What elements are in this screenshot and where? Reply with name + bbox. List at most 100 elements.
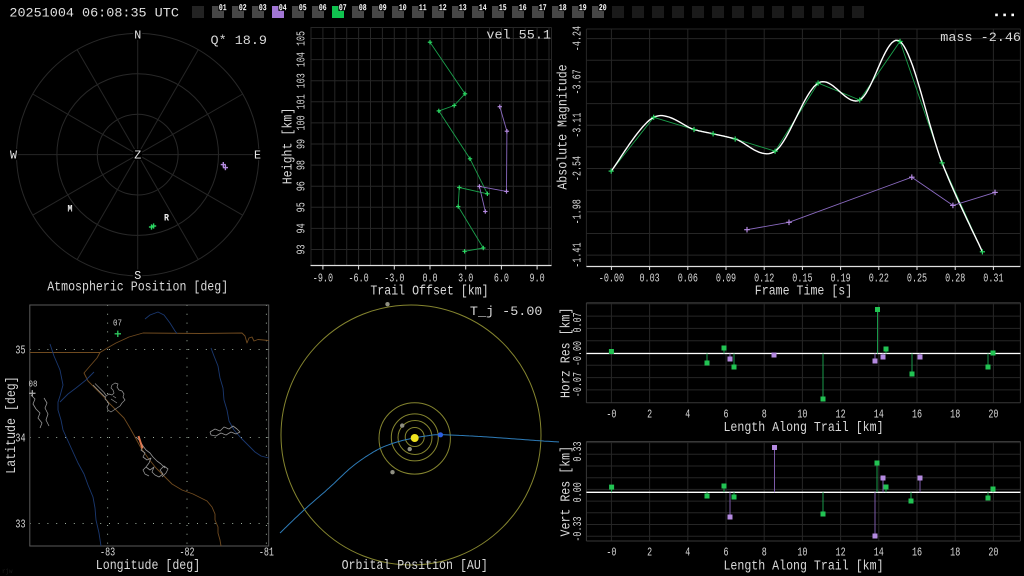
svg-text:14: 14 — [874, 546, 884, 560]
svg-text:0.00: 0.00 — [571, 482, 585, 502]
svg-text:17: 17 — [539, 3, 547, 13]
svg-text:Orbital Position [AU]: Orbital Position [AU] — [342, 558, 488, 574]
svg-text:10: 10 — [797, 408, 807, 422]
svg-text:Frame Time [s]: Frame Time [s] — [755, 284, 852, 300]
svg-text:04: 04 — [279, 3, 287, 13]
svg-text:03: 03 — [259, 3, 267, 13]
svg-text:0.06: 0.06 — [678, 272, 698, 286]
svg-text:-3.67: -3.67 — [571, 69, 585, 94]
svg-text:94: 94 — [295, 223, 309, 233]
svg-text:0.25: 0.25 — [907, 272, 927, 286]
svg-text:0.07: 0.07 — [571, 312, 585, 332]
svg-text:-0.00: -0.00 — [599, 272, 624, 286]
svg-text:Length Along Trail [km]: Length Along Trail [km] — [723, 420, 883, 436]
svg-text:34: 34 — [15, 432, 25, 446]
svg-text:0.22: 0.22 — [869, 272, 889, 286]
svg-text:0.15: 0.15 — [792, 272, 812, 286]
svg-text:12: 12 — [836, 546, 846, 560]
svg-text:2: 2 — [647, 546, 652, 560]
svg-text:0.09: 0.09 — [716, 272, 736, 286]
svg-text:4: 4 — [685, 546, 690, 560]
svg-text:-1.41: -1.41 — [571, 242, 585, 267]
svg-text:8: 8 — [762, 546, 767, 560]
svg-text:12: 12 — [836, 408, 846, 422]
svg-text:105: 105 — [295, 31, 309, 46]
svg-text:-9.0: -9.0 — [313, 272, 333, 286]
svg-text:-0: -0 — [606, 546, 616, 560]
svg-text:-3.11: -3.11 — [571, 113, 585, 138]
svg-text:-2.54: -2.54 — [571, 156, 585, 181]
svg-text:0.19: 0.19 — [831, 272, 851, 286]
svg-text:-3.0: -3.0 — [384, 272, 404, 286]
svg-text:vel 55.1: vel 55.1 — [486, 27, 551, 42]
svg-text:Trail Offset [km]: Trail Offset [km] — [370, 284, 488, 300]
svg-text:6: 6 — [724, 546, 729, 560]
svg-text:93: 93 — [295, 244, 309, 254]
svg-text:9.0: 9.0 — [530, 272, 545, 286]
svg-text:W: W — [10, 148, 18, 162]
svg-text:N: N — [134, 28, 141, 42]
svg-text:20: 20 — [988, 408, 998, 422]
svg-text:16: 16 — [519, 3, 527, 13]
svg-text:14: 14 — [479, 3, 487, 13]
svg-text:-6.0: -6.0 — [349, 272, 369, 286]
svg-text:104: 104 — [295, 52, 309, 67]
svg-text:T_j -5.00: T_j -5.00 — [470, 304, 543, 319]
svg-text:6: 6 — [724, 408, 729, 422]
svg-text:98: 98 — [295, 160, 309, 170]
svg-text:6.0: 6.0 — [494, 272, 509, 286]
svg-text:18: 18 — [950, 546, 960, 560]
svg-text:Atmospheric Position [deg]: Atmospheric Position [deg] — [47, 280, 228, 296]
svg-text:08: 08 — [29, 380, 38, 390]
svg-text:4: 4 — [685, 408, 690, 422]
svg-text:Z: Z — [134, 148, 141, 162]
svg-text:11: 11 — [419, 3, 427, 13]
svg-text:08: 08 — [359, 3, 367, 13]
svg-text:13: 13 — [459, 3, 467, 13]
svg-text:-0.07: -0.07 — [571, 372, 585, 397]
svg-text:09: 09 — [379, 3, 387, 13]
svg-text:19: 19 — [579, 3, 587, 13]
svg-text:E: E — [254, 148, 261, 162]
svg-text:01: 01 — [219, 3, 227, 13]
svg-text:95: 95 — [295, 202, 309, 212]
svg-text:0.03: 0.03 — [640, 272, 660, 286]
svg-text:20: 20 — [599, 3, 607, 13]
svg-text:16: 16 — [912, 546, 922, 560]
svg-text:18: 18 — [559, 3, 567, 13]
svg-text:33: 33 — [15, 518, 25, 532]
svg-text:M: M — [68, 205, 73, 216]
svg-text:15: 15 — [499, 3, 507, 13]
svg-text:0.28: 0.28 — [945, 272, 965, 286]
svg-text:Q* 18.9: Q* 18.9 — [211, 33, 268, 48]
svg-text:99: 99 — [295, 139, 309, 149]
svg-text:Horz Res [km]: Horz Res [km] — [559, 308, 575, 399]
svg-text:-0.00: -0.00 — [571, 341, 585, 366]
svg-text:-1.98: -1.98 — [571, 199, 585, 224]
svg-text:96: 96 — [295, 181, 309, 191]
svg-text:Latitude [deg]: Latitude [deg] — [4, 376, 20, 473]
svg-text:Longitude [deg]: Longitude [deg] — [96, 558, 200, 574]
svg-text:12: 12 — [439, 3, 447, 13]
svg-text:-4.24: -4.24 — [571, 26, 585, 51]
svg-text:100: 100 — [295, 115, 309, 130]
svg-text:20: 20 — [988, 546, 998, 560]
svg-text:Length Along Trail [km]: Length Along Trail [km] — [723, 559, 883, 575]
svg-text:-82: -82 — [179, 546, 194, 560]
svg-text:mass -2.46: mass -2.46 — [940, 30, 1021, 45]
svg-text:-83: -83 — [100, 546, 115, 560]
svg-text:Vert Res [km]: Vert Res [km] — [559, 446, 575, 537]
svg-text:Absolute Magnitude: Absolute Magnitude — [556, 64, 572, 189]
svg-text:R: R — [164, 214, 169, 225]
svg-text:-81: -81 — [259, 546, 274, 560]
svg-text:Height [km]: Height [km] — [281, 108, 297, 185]
svg-text:0.12: 0.12 — [754, 272, 774, 286]
svg-text:10: 10 — [399, 3, 407, 13]
svg-text:S: S — [134, 269, 141, 283]
svg-text:3.0: 3.0 — [458, 272, 473, 286]
svg-text:103: 103 — [295, 73, 309, 88]
svg-text:2: 2 — [647, 408, 652, 422]
svg-text:0.33: 0.33 — [571, 441, 585, 461]
svg-text:0.0: 0.0 — [422, 272, 437, 286]
svg-text:10: 10 — [797, 546, 807, 560]
